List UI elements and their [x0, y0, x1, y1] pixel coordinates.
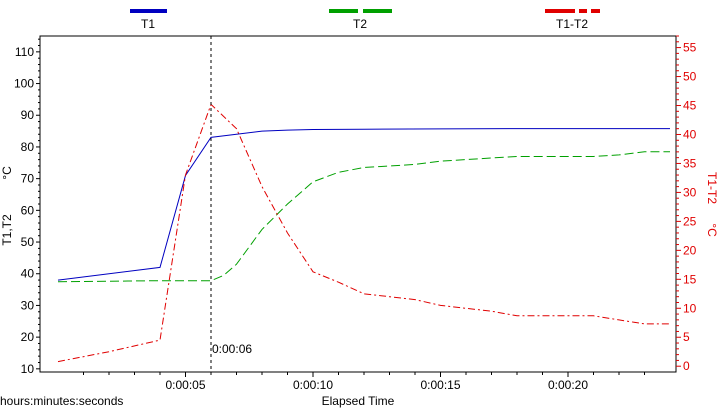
right-tick-label: 5	[683, 330, 690, 344]
x-axis-label: Elapsed Time	[322, 394, 395, 408]
right-tick-label: 20	[683, 243, 697, 257]
left-tick-label: 70	[21, 172, 35, 186]
left-tick-label: 40	[21, 267, 35, 281]
plot-area	[39, 35, 677, 373]
y-right-axis-label: T1-T2	[705, 172, 719, 204]
left-tick-label: 60	[21, 203, 35, 217]
x-tick-label: 0:00:05	[165, 378, 205, 392]
left-tick-label: 90	[21, 108, 35, 122]
right-tick-label: 35	[683, 156, 697, 170]
left-tick-label: 10	[21, 362, 35, 376]
legend: T1 T2 T1-T2	[130, 9, 600, 31]
right-tick-label: 50	[683, 70, 697, 84]
x-tick-label: 0:00:15	[420, 378, 460, 392]
x-tick-label: 0:00:10	[293, 378, 333, 392]
left-tick-label: 80	[21, 140, 35, 154]
x-axis-ticks: 0:00:05 0:00:10 0:00:15 0:00:20	[83, 372, 645, 392]
right-tick-label: 0	[683, 359, 690, 373]
right-tick-label: 55	[683, 41, 697, 55]
left-tick-label: 110	[15, 45, 34, 59]
legend-label-t2: T2	[353, 17, 367, 31]
series-lines	[57, 103, 670, 363]
legend-label-t1-t2: T1-T2	[556, 17, 588, 31]
right-tick-label: 40	[683, 127, 697, 141]
right-tick-label: 25	[683, 214, 697, 228]
legend-label-t1: T1	[141, 17, 155, 31]
x-axis-unit-label: hours:minutes:seconds	[0, 394, 123, 408]
right-axis-ticks: 0 5 10 15 20 25 30 35 40 45 50 55	[676, 35, 697, 373]
right-tick-label: 15	[683, 272, 697, 286]
left-axis-ticks: 10 20 30 40 50 60 70 80 90 100 110	[14, 38, 40, 376]
left-tick-label: 20	[21, 330, 35, 344]
series-line-t1-t2	[57, 103, 670, 363]
y-right-axis-unit: °C	[705, 223, 719, 237]
left-tick-label: 100	[14, 77, 34, 91]
right-tick-label: 30	[683, 185, 697, 199]
series-line-t2	[57, 151, 670, 283]
y-left-axis-label: T1,T2	[0, 214, 14, 246]
left-tick-label: 50	[21, 235, 35, 249]
x-tick-label: 0:00:20	[548, 378, 588, 392]
right-tick-label: 10	[683, 301, 697, 315]
y-left-axis-unit: °C	[0, 166, 14, 180]
time-cursor-label: 0:00:06	[212, 342, 252, 356]
right-tick-label: 45	[683, 99, 697, 113]
left-tick-label: 30	[21, 298, 35, 312]
